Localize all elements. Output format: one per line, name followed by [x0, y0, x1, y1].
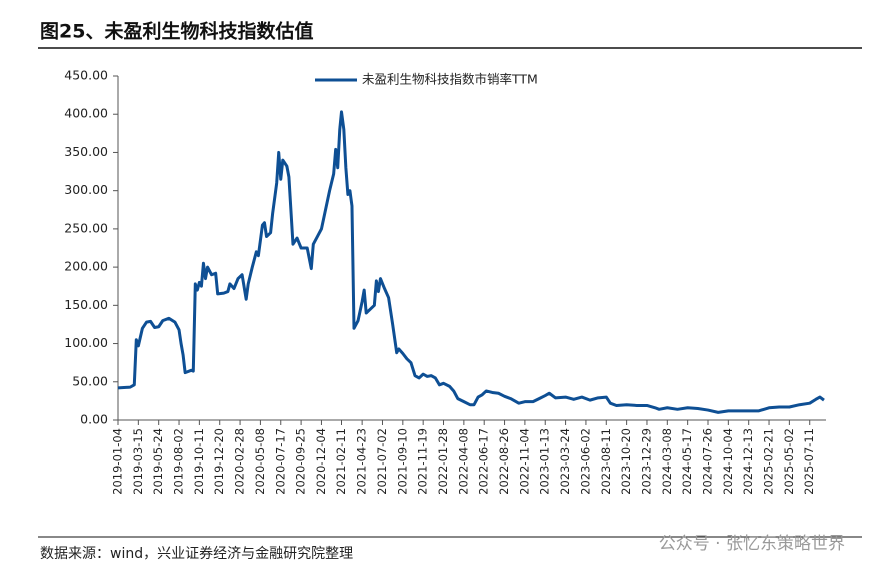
x-tick-label: 2021-11-19: [416, 428, 430, 495]
x-tick-label: 2020-09-25: [294, 428, 308, 495]
x-tick-label: 2021-04-23: [355, 428, 369, 495]
brand-watermark: 公众号 · 张忆东策略世界: [659, 534, 845, 554]
x-tick-label: 2019-01-04: [111, 428, 125, 495]
x-tick-label: 2019-10-11: [192, 428, 206, 495]
y-tick-label: 300.00: [64, 182, 108, 197]
x-tick-label: 2023-01-13: [538, 428, 552, 495]
y-tick-label: 0.00: [80, 412, 108, 427]
x-tick-label: 2024-05-17: [680, 428, 694, 495]
y-tick-label: 200.00: [64, 259, 108, 274]
x-tick-label: 2021-02-11: [334, 428, 348, 495]
x-tick-label: 2024-10-04: [721, 428, 735, 495]
x-tick-label: 2020-12-04: [314, 428, 328, 495]
x-tick-label: 2019-12-20: [212, 428, 226, 495]
y-tick-label: 400.00: [64, 106, 108, 121]
x-tick-label: 2021-07-02: [375, 428, 389, 495]
x-tick-label: 2024-12-13: [741, 428, 755, 495]
x-tick-label: 2022-04-08: [456, 428, 470, 495]
x-tick-label: 2021-09-10: [395, 428, 409, 495]
y-tick-label: 50.00: [72, 373, 108, 388]
x-tick-label: 2022-01-28: [436, 428, 450, 495]
legend-label: 未盈利生物科技指数市销率TTM: [362, 72, 538, 87]
y-tick-label: 150.00: [64, 297, 108, 312]
y-tick-label: 250.00: [64, 220, 108, 235]
x-tick-label: 2024-03-08: [660, 428, 674, 495]
x-tick-label: 2023-08-11: [599, 428, 613, 495]
y-tick-label: 450.00: [64, 68, 108, 83]
x-tick-label: 2025-07-11: [802, 428, 816, 495]
y-tick-label: 350.00: [64, 144, 108, 159]
x-tick-label: 2025-05-02: [782, 428, 796, 495]
chart-title: 图25、未盈利生物科技指数估值: [40, 20, 313, 43]
y-tick-label: 100.00: [64, 335, 108, 350]
source-note: 数据来源：wind，兴业证券经济与金融研究院整理: [40, 546, 353, 562]
x-tick-label: 2020-05-08: [253, 428, 267, 495]
x-tick-label: 2023-10-20: [619, 428, 633, 495]
x-tick-label: 2024-07-26: [701, 428, 715, 495]
x-tick-label: 2019-03-15: [131, 428, 145, 495]
x-tick-label: 2022-08-26: [497, 428, 511, 495]
x-tick-label: 2019-05-24: [151, 428, 165, 495]
x-tick-label: 2022-11-04: [517, 428, 531, 495]
x-tick-label: 2020-07-17: [273, 428, 287, 495]
x-tick-label: 2020-02-28: [233, 428, 247, 495]
x-tick-label: 2023-03-24: [558, 428, 572, 495]
x-tick-label: 2023-06-02: [578, 428, 592, 495]
x-tick-label: 2019-08-02: [172, 428, 186, 495]
data-line: [117, 110, 825, 414]
x-tick-label: 2022-06-17: [477, 428, 491, 495]
x-tick-label: 2025-02-21: [762, 428, 776, 495]
x-tick-label: 2023-12-29: [639, 428, 653, 495]
